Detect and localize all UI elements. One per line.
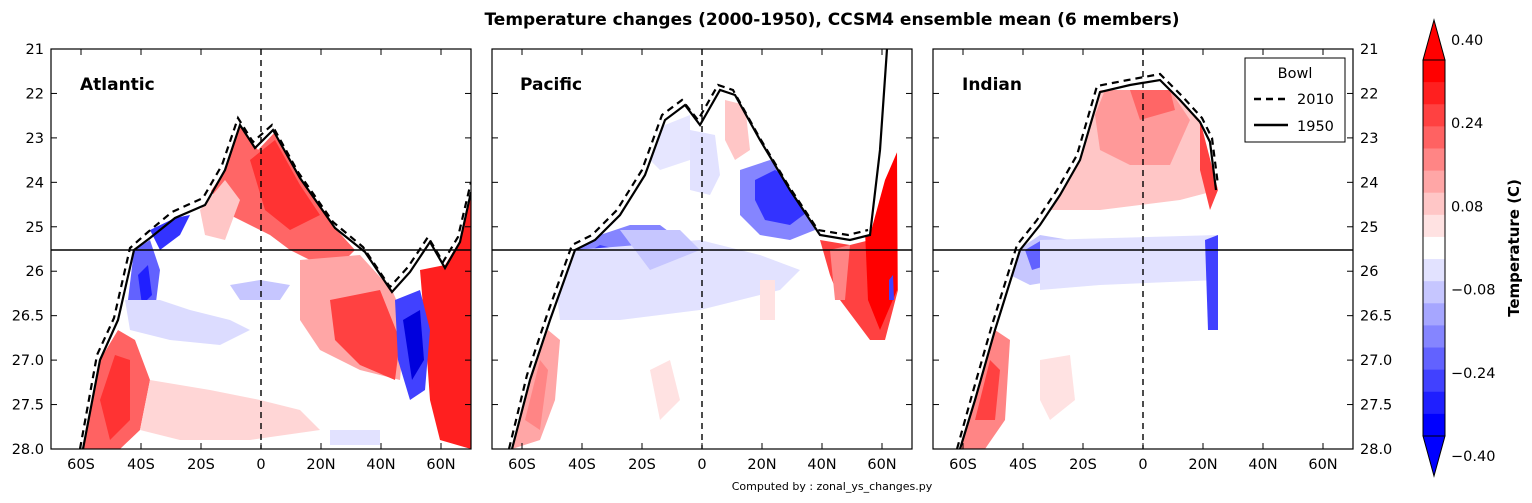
colorbar-frame [1422, 59, 1446, 437]
x-tick-label: 60S [949, 457, 977, 473]
colorbar-tick-label: −0.08 [1451, 283, 1495, 299]
colorbar-level [1423, 60, 1445, 83]
colorbar-extend-max [1422, 18, 1446, 61]
colorbar-level [1423, 170, 1445, 194]
panel-pacific: Pacific [491, 48, 913, 450]
x-tick-label: 60S [508, 457, 536, 473]
atlantic-outcrop-1950 [81, 122, 471, 449]
y-tick-label-left: 28.0 [12, 442, 44, 458]
y-tick-label-left: 27.0 [12, 353, 44, 369]
atlantic-field [51, 122, 471, 449]
legend-title: Bowl [1278, 66, 1313, 82]
colorbar-level [1423, 325, 1445, 349]
colorbar-level [1423, 413, 1445, 437]
y-tick-label-left: 23 [26, 131, 44, 147]
x-tick-label: 0 [1138, 457, 1147, 473]
colorbar-level [1423, 214, 1445, 238]
y-tick-label-left: 22 [26, 86, 44, 102]
colorbar-level [1423, 259, 1445, 282]
y-tick-label-right: 24 [1360, 175, 1378, 191]
colorbar-level [1423, 126, 1445, 149]
panel-label-indian: Indian [962, 75, 1022, 95]
colorbar-tick-label: 0.40 [1451, 33, 1483, 49]
footer-note: Computed by : zonal_ys_changes.py [732, 480, 933, 493]
panel-indian: Indian Bowl 2010 1950 [932, 48, 1354, 450]
y-tick-label-right: 22 [1360, 86, 1378, 102]
y-tick-label-right: 23 [1360, 131, 1378, 147]
x-axes: 60S 40S 20S 0 20N 40N 60N 60S 40S 20S 0 20N 40N 60N 60… [67, 49, 1338, 473]
colorbar-level [1423, 82, 1445, 105]
colorbar: 0.40 0.24 0.08 −0.08 −0.24 −0.40 [1422, 18, 1495, 478]
x-tick-label: 20S [187, 457, 215, 473]
x-tick-label: 60N [426, 457, 455, 473]
y-tick-label-left: 25 [26, 220, 44, 236]
colorbar-level [1423, 236, 1445, 260]
legend-label-1950: 1950 [1297, 119, 1334, 135]
panel-label-pacific: Pacific [520, 75, 582, 95]
colorbar-level [1423, 148, 1445, 172]
x-tick-label: 20S [1069, 457, 1097, 473]
colorbar-tick-label: 0.08 [1451, 199, 1483, 215]
y-tick-label-left: 21 [26, 42, 44, 58]
x-tick-label: 40S [1009, 457, 1037, 473]
y-tick-label-right: 27.5 [1360, 398, 1392, 414]
x-tick-label: 20N [1188, 457, 1217, 473]
y-tick-label-left: 27.5 [12, 398, 44, 414]
x-tick-label: 0 [256, 457, 265, 473]
colorbar-level [1423, 192, 1445, 216]
colorbar-tick-label: −0.40 [1451, 449, 1495, 465]
indian-outcrop-1950 [958, 78, 1218, 449]
colorbar-extend-min [1422, 435, 1446, 478]
x-tick-label: 60S [67, 457, 95, 473]
colorbar-level [1423, 281, 1445, 304]
atlantic-outcrop-2010 [78, 115, 471, 449]
x-tick-label: 40N [807, 457, 836, 473]
colorbar-level [1423, 303, 1445, 326]
panel-atlantic: Atlantic [50, 48, 472, 450]
x-tick-label: 40N [1248, 457, 1277, 473]
x-tick-label: 40S [568, 457, 596, 473]
y-tick-label-right: 26 [1360, 264, 1378, 280]
x-tick-label: 0 [697, 457, 706, 473]
x-tick-label: 20N [747, 457, 776, 473]
legend: Bowl 2010 1950 [1244, 57, 1346, 143]
y-tick-label-right: 26.5 [1360, 309, 1392, 325]
colorbar-level [1423, 391, 1445, 415]
colorbar-level [1423, 104, 1445, 127]
colorbar-tick-label: 0.24 [1451, 116, 1483, 132]
x-tick-label: 60N [867, 457, 896, 473]
x-tick-label: 20S [628, 457, 656, 473]
y-tick-label-right: 27.0 [1360, 353, 1392, 369]
x-tick-label: 40S [127, 457, 155, 473]
y-tick-label-left: 26 [26, 264, 44, 280]
y-tick-label-right: 25 [1360, 220, 1378, 236]
y-tick-label-right: 21 [1360, 42, 1378, 58]
y-tick-label-left: 26.5 [12, 309, 44, 325]
colorbar-level [1423, 369, 1445, 393]
legend-label-2010: 2010 [1297, 92, 1334, 108]
x-tick-label: 20N [306, 457, 335, 473]
y-tick-label-left: 24 [26, 175, 44, 191]
x-tick-label: 60N [1308, 457, 1337, 473]
colorbar-label: Temperature (C) [1505, 179, 1523, 317]
y-axis-left: 21 22 23 24 25 26 26.5 27.0 27.5 28.0 [12, 42, 1353, 458]
legend-box [1244, 57, 1346, 143]
colorbar-tick-label: −0.24 [1451, 366, 1495, 382]
panel-label-atlantic: Atlantic [80, 75, 155, 95]
chart-title: Temperature changes (2000-1950), CCSM4 e… [484, 10, 1179, 30]
x-tick-label: 40N [366, 457, 395, 473]
pacific-outcrop-2010 [507, 83, 869, 449]
y-axis-right: 21 22 23 24 25 26 26.5 27.0 27.5 28.0 [1360, 42, 1392, 458]
y-tick-label-right: 28.0 [1360, 442, 1392, 458]
colorbar-level [1423, 347, 1445, 371]
